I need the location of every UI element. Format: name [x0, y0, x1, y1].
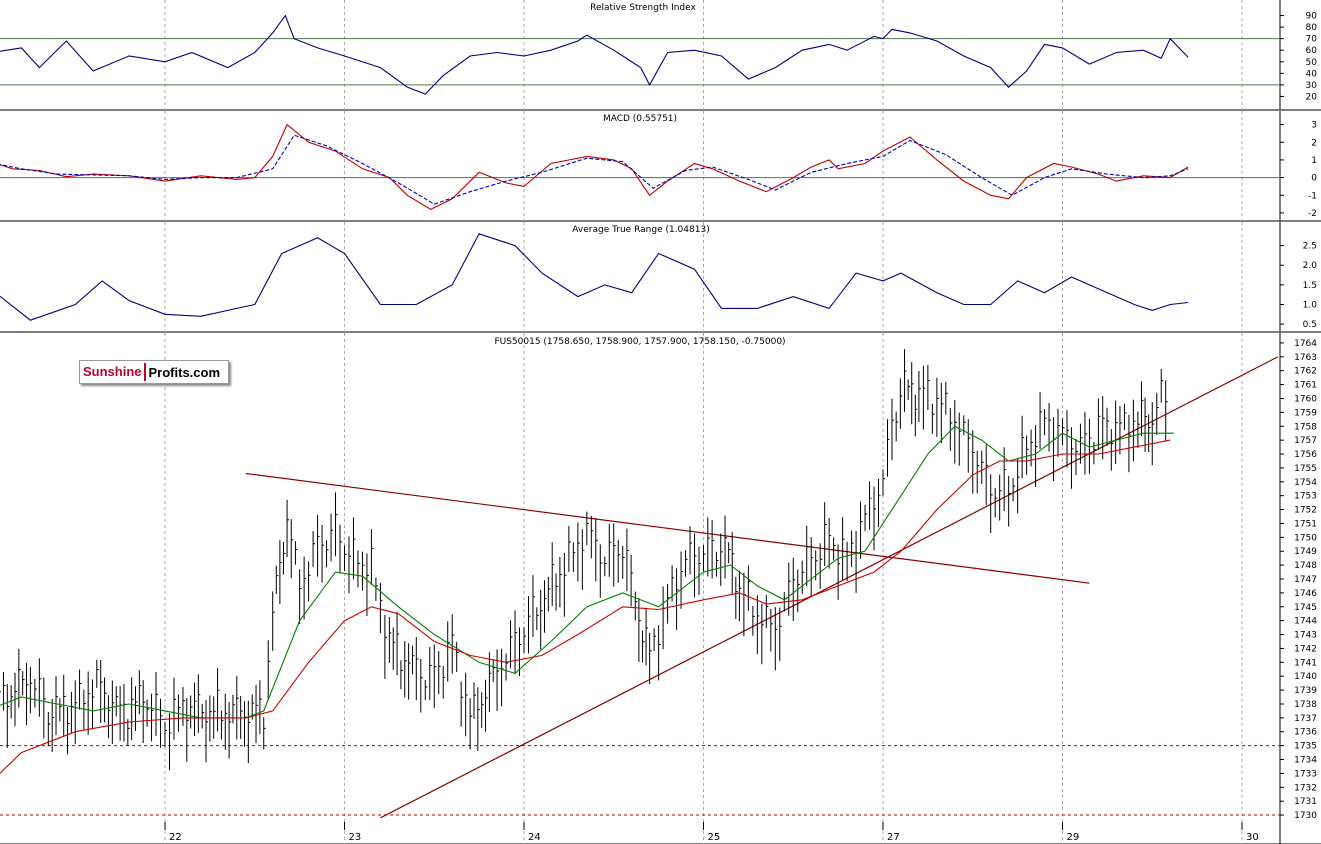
price-ytick-label: 1744: [1294, 617, 1317, 627]
atr-ytick-label: 0.5: [1303, 320, 1317, 330]
price-ytick-label: 1746: [1294, 589, 1317, 599]
price-ytick-label: 1759: [1294, 408, 1317, 418]
rsi-ytick-label: 80: [1306, 23, 1318, 33]
x-tick-label: 22: [169, 832, 182, 843]
atr-title: Average True Range (1.04813): [572, 225, 709, 235]
macd-ytick-label: 1: [1311, 156, 1317, 166]
x-tick-label: 24: [528, 832, 541, 843]
price-title: FUS50015 (1758.650, 1758.900, 1757.900, …: [494, 337, 785, 347]
sunshine-profits-logo: Sunshine Profits.com: [79, 360, 229, 384]
price-ytick-label: 1739: [1294, 686, 1317, 696]
macd-ytick-label: -1: [1308, 191, 1317, 201]
atr-series-atr: [0, 233, 1189, 321]
price-ytick-label: 1764: [1294, 339, 1317, 349]
rsi-ytick-label: 50: [1306, 58, 1318, 68]
price-ytick-label: 1745: [1294, 603, 1317, 613]
atr-ytick-label: 2.5: [1303, 242, 1317, 252]
price-ytick-label: 1731: [1294, 797, 1317, 807]
logo-part-profits: Profits.com: [148, 364, 221, 380]
atr-ytick-label: 1.5: [1303, 281, 1317, 291]
trendline: [245, 472, 1090, 584]
price-ytick-label: 1754: [1294, 478, 1317, 488]
x-tick-label: 30: [1246, 832, 1259, 843]
rsi-ytick-label: 60: [1306, 46, 1318, 56]
rsi-title: Relative Strength Index: [590, 3, 696, 13]
price-ytick-label: 1755: [1294, 464, 1317, 474]
atr-ytick-label: 1.0: [1303, 300, 1318, 310]
price-ytick-label: 1750: [1294, 533, 1317, 543]
price-ytick-label: 1747: [1294, 575, 1317, 585]
price-ytick-label: 1762: [1294, 367, 1317, 377]
rsi-ytick-label: 70: [1306, 35, 1318, 45]
price-ytick-label: 1749: [1294, 547, 1317, 557]
macd-ytick-label: 3: [1311, 121, 1317, 131]
price-ytick-label: 1738: [1294, 700, 1317, 710]
price-ytick-label: 1751: [1294, 519, 1317, 529]
price-ytick-label: 1743: [1294, 631, 1317, 641]
x-tick-label: 23: [349, 832, 362, 843]
atr-ytick-label: 2.0: [1303, 261, 1318, 271]
rsi-ytick-label: 30: [1306, 81, 1318, 91]
macd-title: MACD (0.55751): [603, 114, 677, 124]
atr-panel: 0.5 1.0 1.5 2.0 2.5: [0, 222, 1321, 333]
price-ytick-label: 1748: [1294, 561, 1317, 571]
rsi-ytick-label: 40: [1306, 69, 1318, 79]
price-series-slow-ma: [0, 439, 1171, 775]
rsi-series-rsi: [0, 14, 1189, 95]
price-ytick-label: 1735: [1294, 742, 1317, 752]
price-ytick-label: 1756: [1294, 450, 1317, 460]
price-ytick-label: 1736: [1294, 728, 1317, 738]
price-ytick-label: 1742: [1294, 644, 1317, 654]
price-ytick-label: 1734: [1294, 756, 1317, 766]
price-panel: 1730 1731 1732 1733 1734 1735 1736 1737 1738 1739…: [0, 333, 1321, 844]
rsi-ytick-label: 90: [1306, 12, 1318, 22]
x-tick-label: 27: [887, 832, 900, 843]
price-ytick-label: 1763: [1294, 353, 1317, 363]
macd-panel: -2 -1 0 1 2 3: [0, 111, 1321, 222]
macd-ytick-label: 0: [1311, 174, 1317, 184]
rsi-ytick-label: 20: [1306, 92, 1318, 102]
price-ytick-label: 1757: [1294, 436, 1317, 446]
price-ytick-label: 1761: [1294, 381, 1317, 391]
price-ytick-label: 1758: [1294, 422, 1317, 432]
price-ytick-label: 1737: [1294, 714, 1317, 724]
price-ytick-label: 1730: [1294, 811, 1317, 821]
price-ytick-label: 1733: [1294, 769, 1317, 779]
price-ytick-label: 1732: [1294, 783, 1317, 793]
macd-series-signal: [0, 134, 1189, 205]
trendline: [380, 356, 1279, 819]
macd-ytick-label: 2: [1311, 138, 1317, 148]
price-ytick-label: 1741: [1294, 658, 1317, 668]
macd-ytick-label: -2: [1308, 209, 1317, 219]
price-ytick-label: 1752: [1294, 506, 1317, 516]
x-tick-label: 29: [1067, 832, 1080, 843]
price-ytick-label: 1760: [1294, 394, 1317, 404]
logo-part-sunshine: Sunshine: [80, 363, 146, 381]
x-tick-label: 25: [708, 832, 721, 843]
price-ytick-label: 1740: [1294, 672, 1317, 682]
price-ytick-label: 1753: [1294, 492, 1317, 502]
